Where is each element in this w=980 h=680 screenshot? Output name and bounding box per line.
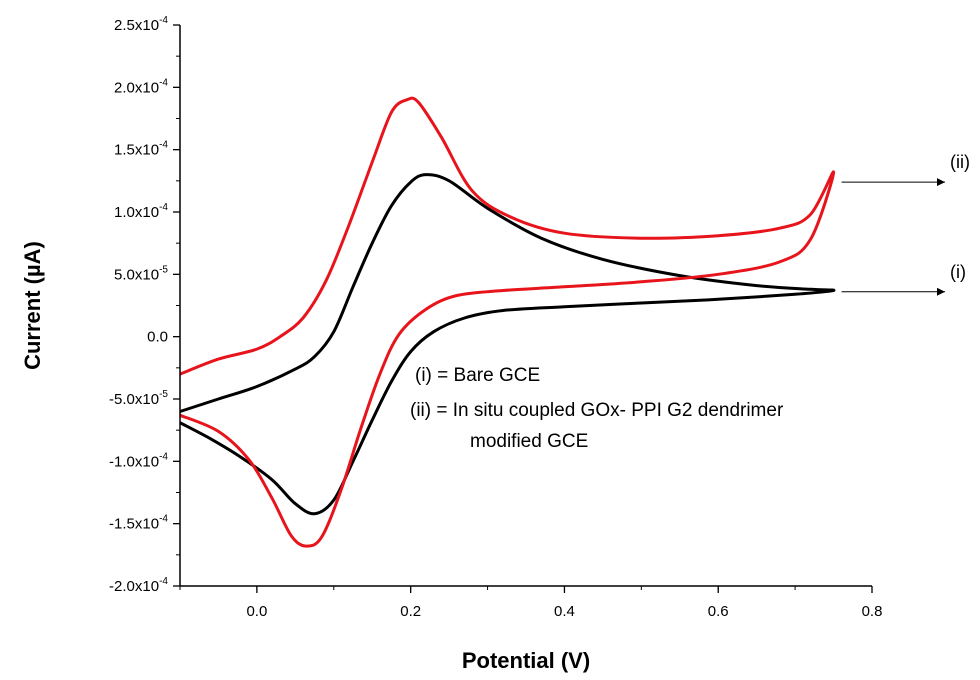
- x-tick-label: 0.8: [862, 603, 883, 620]
- plot-area: [179, 96, 836, 548]
- y-tick-label: 5.0x10-5: [114, 264, 168, 283]
- y-tick-label: 0.0: [147, 329, 168, 346]
- annotation-label: (i): [950, 262, 966, 282]
- y-tick-label: -5.0x10-5: [109, 389, 168, 408]
- legend-line: (ii) = In situ coupled GOx- PPI G2 dendr…: [410, 400, 784, 421]
- x-tick-label: 0.2: [400, 603, 421, 620]
- legend: (i) = Bare GCE (ii) = In situ coupled GOx…: [410, 365, 784, 452]
- legend-line: modified GCE: [470, 431, 588, 452]
- x-tick-label: 0.6: [708, 603, 729, 620]
- y-tick-label: -2.0x10-4: [109, 576, 168, 595]
- series-line-modified-gce: [179, 96, 836, 548]
- y-tick-label: -1.0x10-4: [109, 451, 168, 470]
- curve-annotations: (ii) (i): [841, 152, 970, 296]
- y-axis-title: Current (µA): [20, 241, 45, 370]
- y-tick-label: -1.5x10-4: [109, 514, 168, 533]
- annotation-label: (ii): [950, 152, 970, 172]
- x-tick-label: 0.0: [246, 603, 267, 620]
- x-tick-label: 0.4: [554, 603, 575, 620]
- legend-line: (i) = Bare GCE: [415, 365, 540, 386]
- y-tick-label: 2.0x10-4: [114, 77, 168, 96]
- y-tick-label: 1.5x10-4: [114, 140, 168, 159]
- series-line-bare-gce: [179, 173, 836, 516]
- y-tick-label: 2.5x10-4: [114, 15, 168, 34]
- y-tick-label: 1.0x10-4: [114, 202, 168, 221]
- axes: 2.5x10-4 2.0x10-4 1.5x10-4 1.0x10-4 5.0x10-5…: [109, 15, 882, 620]
- x-axis-title: Potential (V): [462, 648, 590, 673]
